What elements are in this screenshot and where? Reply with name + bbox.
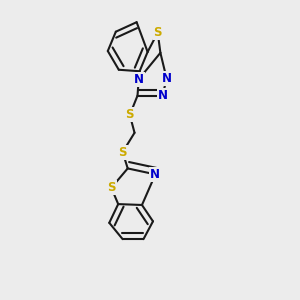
- Text: N: N: [150, 168, 160, 181]
- Text: S: S: [118, 146, 127, 159]
- Text: N: N: [134, 73, 144, 86]
- Text: S: S: [154, 26, 162, 39]
- Text: S: S: [107, 181, 116, 194]
- Text: N: N: [158, 89, 167, 102]
- Text: N: N: [162, 72, 172, 85]
- Text: S: S: [125, 108, 134, 122]
